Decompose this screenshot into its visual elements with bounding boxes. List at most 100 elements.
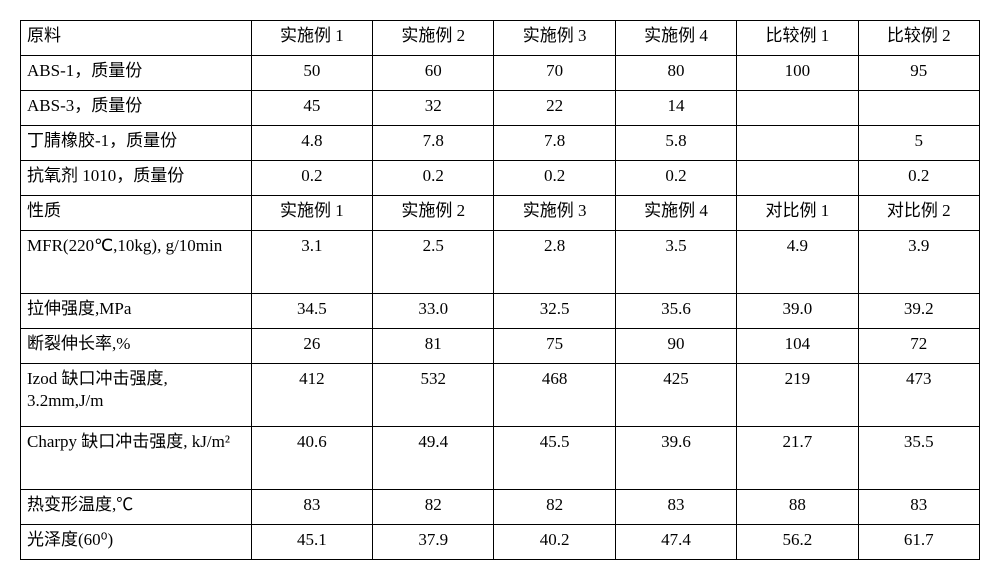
- table-row: Izod 缺口冲击强度, 3.2mm,J/m412532468425219473: [21, 364, 980, 427]
- cell: 40.2: [494, 525, 615, 560]
- cell: 4.8: [251, 126, 372, 161]
- cell: [737, 91, 858, 126]
- header-col: 实施例 3: [494, 196, 615, 231]
- cell: 33.0: [373, 294, 494, 329]
- cell: 7.8: [494, 126, 615, 161]
- cell: 81: [373, 329, 494, 364]
- data-table: 原料实施例 1实施例 2实施例 3实施例 4比较例 1比较例 2ABS-1，质量…: [20, 20, 980, 560]
- table-header-row: 原料实施例 1实施例 2实施例 3实施例 4比较例 1比较例 2: [21, 21, 980, 56]
- cell: 7.8: [373, 126, 494, 161]
- header-label: 性质: [21, 196, 252, 231]
- cell: 72: [858, 329, 979, 364]
- cell: 83: [251, 490, 372, 525]
- cell: 0.2: [251, 161, 372, 196]
- cell: 3.9: [858, 231, 979, 294]
- table-row: 抗氧剂 1010，质量份0.20.20.20.20.2: [21, 161, 980, 196]
- cell: 3.1: [251, 231, 372, 294]
- cell: 412: [251, 364, 372, 427]
- row-label: 光泽度(60⁰): [21, 525, 252, 560]
- cell: 22: [494, 91, 615, 126]
- cell: 83: [858, 490, 979, 525]
- header-col: 实施例 4: [615, 21, 736, 56]
- row-label: Charpy 缺口冲击强度, kJ/m²: [21, 427, 252, 490]
- header-col: 实施例 4: [615, 196, 736, 231]
- cell: [737, 161, 858, 196]
- cell: 32: [373, 91, 494, 126]
- cell: 80: [615, 56, 736, 91]
- cell: 60: [373, 56, 494, 91]
- table-row: 断裂伸长率,%2681759010472: [21, 329, 980, 364]
- cell: 104: [737, 329, 858, 364]
- cell: 40.6: [251, 427, 372, 490]
- cell: [858, 91, 979, 126]
- table-row: Charpy 缺口冲击强度, kJ/m²40.649.445.539.621.7…: [21, 427, 980, 490]
- cell: 34.5: [251, 294, 372, 329]
- cell: 3.5: [615, 231, 736, 294]
- row-label: MFR(220℃,10kg), g/10min: [21, 231, 252, 294]
- table-row: MFR(220℃,10kg), g/10min3.12.52.83.54.93.…: [21, 231, 980, 294]
- row-label: ABS-3，质量份: [21, 91, 252, 126]
- cell: 45.1: [251, 525, 372, 560]
- row-label: Izod 缺口冲击强度, 3.2mm,J/m: [21, 364, 252, 427]
- cell: 39.2: [858, 294, 979, 329]
- table-row: 光泽度(60⁰)45.137.940.247.456.261.7: [21, 525, 980, 560]
- row-label: ABS-1，质量份: [21, 56, 252, 91]
- cell: 26: [251, 329, 372, 364]
- header-col: 比较例 1: [737, 21, 858, 56]
- table-row: 拉伸强度,MPa34.533.032.535.639.039.2: [21, 294, 980, 329]
- cell: 39.0: [737, 294, 858, 329]
- cell: 2.8: [494, 231, 615, 294]
- cell: 88: [737, 490, 858, 525]
- cell: 49.4: [373, 427, 494, 490]
- cell: 4.9: [737, 231, 858, 294]
- cell: 70: [494, 56, 615, 91]
- cell: 0.2: [615, 161, 736, 196]
- header-col: 实施例 3: [494, 21, 615, 56]
- cell: 468: [494, 364, 615, 427]
- cell: 425: [615, 364, 736, 427]
- cell: 37.9: [373, 525, 494, 560]
- cell: 0.2: [373, 161, 494, 196]
- row-label: 丁腈橡胶-1，质量份: [21, 126, 252, 161]
- table-row: ABS-1，质量份5060708010095: [21, 56, 980, 91]
- cell: 5: [858, 126, 979, 161]
- cell: [737, 126, 858, 161]
- header-col: 对比例 1: [737, 196, 858, 231]
- header-col: 实施例 2: [373, 196, 494, 231]
- cell: 82: [494, 490, 615, 525]
- row-label: 拉伸强度,MPa: [21, 294, 252, 329]
- row-label: 断裂伸长率,%: [21, 329, 252, 364]
- table-row: ABS-3，质量份45322214: [21, 91, 980, 126]
- row-label: 抗氧剂 1010，质量份: [21, 161, 252, 196]
- header-col: 实施例 1: [251, 21, 372, 56]
- cell: 35.5: [858, 427, 979, 490]
- header-label: 原料: [21, 21, 252, 56]
- cell: 75: [494, 329, 615, 364]
- cell: 47.4: [615, 525, 736, 560]
- cell: 2.5: [373, 231, 494, 294]
- cell: 0.2: [494, 161, 615, 196]
- cell: 473: [858, 364, 979, 427]
- cell: 45: [251, 91, 372, 126]
- cell: 219: [737, 364, 858, 427]
- cell: 0.2: [858, 161, 979, 196]
- table-row: 热变形温度,℃838282838883: [21, 490, 980, 525]
- header-col: 实施例 2: [373, 21, 494, 56]
- cell: 35.6: [615, 294, 736, 329]
- cell: 90: [615, 329, 736, 364]
- cell: 50: [251, 56, 372, 91]
- header-col: 比较例 2: [858, 21, 979, 56]
- table-row: 丁腈橡胶-1，质量份4.87.87.85.85: [21, 126, 980, 161]
- cell: 5.8: [615, 126, 736, 161]
- header-col: 对比例 2: [858, 196, 979, 231]
- cell: 32.5: [494, 294, 615, 329]
- cell: 532: [373, 364, 494, 427]
- cell: 21.7: [737, 427, 858, 490]
- cell: 83: [615, 490, 736, 525]
- cell: 14: [615, 91, 736, 126]
- cell: 61.7: [858, 525, 979, 560]
- row-label: 热变形温度,℃: [21, 490, 252, 525]
- cell: 56.2: [737, 525, 858, 560]
- header-col: 实施例 1: [251, 196, 372, 231]
- cell: 39.6: [615, 427, 736, 490]
